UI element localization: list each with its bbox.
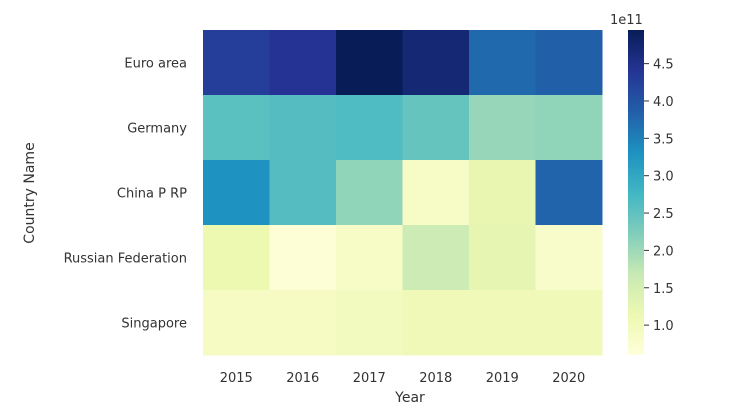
heatmap-cell-germany-2016: [269, 95, 337, 161]
colorbar-tick-label: 3.5: [653, 132, 674, 147]
heatmap-cell-germany-2015: [203, 95, 270, 161]
heatmap-cell-singapore-2015: [203, 290, 270, 356]
heatmap-cell-germany-2017: [336, 95, 403, 161]
x-axis-label: Year: [394, 390, 425, 406]
colorbar-tick-label: 2.0: [653, 244, 674, 259]
heatmap-cell-russian-federation-2020: [535, 225, 603, 291]
y-axis-label: Country Name: [22, 142, 38, 243]
colorbar-gradient: [628, 30, 644, 355]
heatmap-cell-euro-area-2017: [336, 30, 403, 96]
colorbar-ticks: 1.0 1.5 2.0 2.5 3.0 3.5 4.0 4.5: [644, 58, 674, 334]
heatmap-cell-china-p-rp-2016: [269, 160, 337, 226]
heatmap-cell-china-p-rp-2015: [203, 160, 270, 226]
x-tick-label: 2016: [286, 371, 319, 386]
colorbar-tick-label: 4.5: [653, 58, 674, 73]
x-tick-label: 2019: [486, 371, 519, 386]
heatmap-cell-russian-federation-2015: [203, 225, 270, 291]
colorbar: 1e11 1.0 1.5 2.0 2.5 3.0 3.5 4.0 4.5: [610, 13, 674, 355]
colorbar-tick-label: 3.0: [653, 170, 674, 185]
heatmap-cell-china-p-rp-2017: [336, 160, 403, 226]
heatmap-cell-china-p-rp-2018: [402, 160, 470, 226]
x-tick-label: 2017: [353, 371, 386, 386]
colorbar-tick-label: 1.5: [653, 282, 674, 297]
heatmap-cell-russian-federation-2017: [336, 225, 403, 291]
y-tick-label: Singapore: [121, 317, 187, 332]
x-tick-label: 2015: [220, 371, 253, 386]
heatmap-cell-germany-2018: [402, 95, 470, 161]
heatmap-cell-euro-area-2015: [203, 30, 270, 96]
heatmap-cell-russian-federation-2016: [269, 225, 337, 291]
y-tick-label: Russian Federation: [64, 252, 187, 267]
x-tick-label: 2020: [552, 371, 585, 386]
y-tick-label: Germany: [127, 122, 187, 137]
heatmap-cell-singapore-2018: [402, 290, 470, 356]
heatmap-cell-germany-2020: [535, 95, 603, 161]
heatmap-cell-singapore-2019: [469, 290, 536, 356]
heatmap-cells: [203, 30, 603, 356]
heatmap-cell-euro-area-2020: [535, 30, 603, 96]
heatmap-cell-china-p-rp-2019: [469, 160, 536, 226]
heatmap-cell-singapore-2016: [269, 290, 337, 356]
colorbar-tick-label: 4.0: [653, 95, 674, 110]
heatmap-cell-singapore-2017: [336, 290, 403, 356]
colorbar-multiplier: 1e11: [610, 13, 643, 28]
heatmap-cell-euro-area-2018: [402, 30, 470, 96]
y-tick-label: Euro area: [124, 57, 187, 72]
heatmap-cell-euro-area-2019: [469, 30, 536, 96]
heatmap-cell-euro-area-2016: [269, 30, 337, 96]
y-tick-labels: Euro area Germany China P RP Russian Federa…: [64, 57, 188, 332]
heatmap-cell-russian-federation-2019: [469, 225, 536, 291]
x-tick-label: 2018: [419, 371, 452, 386]
colorbar-tick-label: 2.5: [653, 207, 674, 222]
heatmap-cell-singapore-2020: [535, 290, 603, 356]
x-tick-labels: 2015 2016 2017 2018 2019 2020: [220, 371, 586, 386]
heatmap-cell-china-p-rp-2020: [535, 160, 603, 226]
colorbar-tick-label: 1.0: [653, 319, 674, 334]
heatmap-cell-russian-federation-2018: [402, 225, 470, 291]
heatmap-cell-germany-2019: [469, 95, 536, 161]
y-tick-label: China P RP: [117, 187, 187, 202]
